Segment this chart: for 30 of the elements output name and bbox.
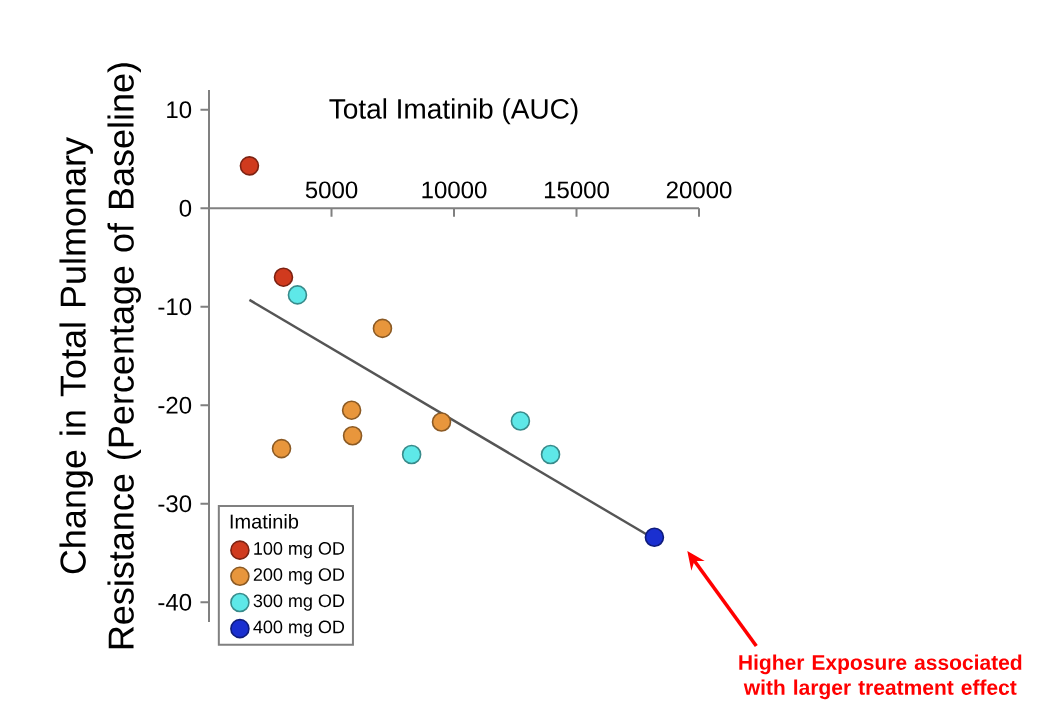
- x-tick-label: 10000: [422, 181, 487, 199]
- point: [401, 444, 422, 465]
- point: [271, 438, 292, 459]
- point: [239, 156, 260, 176]
- y-tick-label: -20: [158, 396, 192, 414]
- y-tick-label: -10: [158, 298, 192, 316]
- point: [540, 444, 561, 465]
- legend-title: Imatinib: [230, 513, 299, 529]
- point: [287, 285, 308, 305]
- x-tick-label: 15000: [544, 181, 609, 199]
- x-tick-label: 5000: [305, 181, 358, 199]
- y-tick-label: -40: [158, 593, 192, 611]
- legend-label: 400 mg OD: [253, 620, 345, 637]
- text: Higher Exposure associated with larger treatment effect: [739, 654, 1022, 700]
- y-axis-title: Change in Total Pulmonary Resistance (Percentage of Baseline): [59, 63, 141, 649]
- legend-label: 100 mg OD: [254, 542, 345, 559]
- point: [372, 318, 393, 339]
- point: [342, 426, 363, 446]
- y-tick-label: 0: [179, 199, 192, 217]
- point: [273, 267, 294, 287]
- point: [644, 527, 665, 548]
- y-tick-label: 10: [167, 101, 192, 119]
- point: [431, 412, 452, 432]
- x-tick-label: 20000: [666, 181, 732, 199]
- y-tick-label: -30: [158, 495, 192, 513]
- x-axis-title: Total Imatinib (AUC): [329, 98, 578, 125]
- legend-label: 300 mg OD: [253, 594, 345, 611]
- legend-label: 200 mg OD: [253, 568, 345, 585]
- point: [341, 400, 362, 420]
- point: [510, 411, 531, 431]
